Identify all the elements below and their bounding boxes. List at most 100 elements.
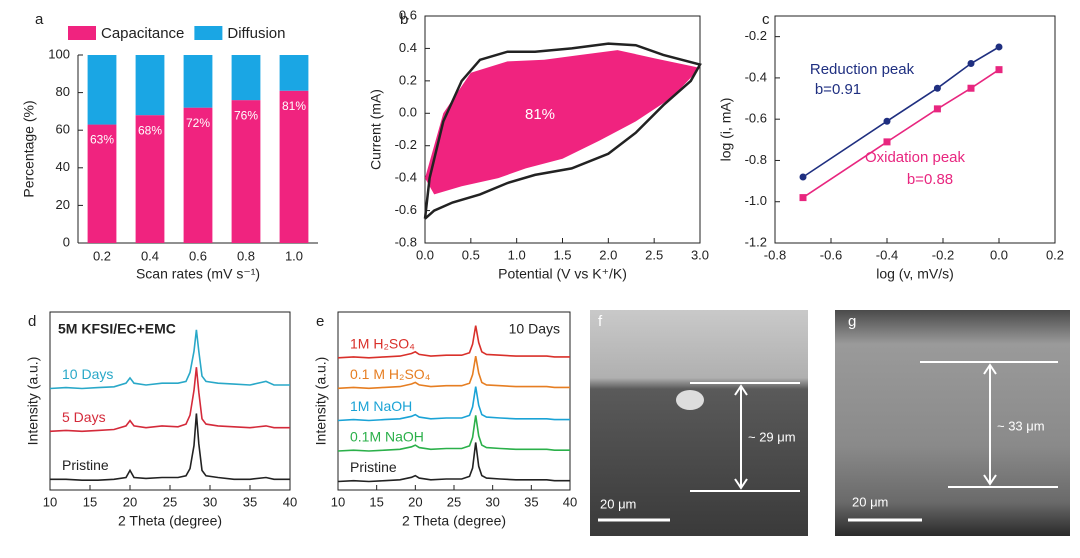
series-label: 0.1 M H₂SO₄ — [350, 366, 431, 382]
panel-label: g — [848, 313, 856, 330]
y-tick-label: -0.2 — [745, 28, 767, 43]
x-tick-label: -0.2 — [932, 247, 954, 262]
y-tick-label: -0.4 — [745, 69, 767, 84]
annotation: b=0.88 — [907, 171, 953, 188]
line — [337, 442, 570, 483]
value-label: 72% — [186, 116, 210, 130]
x-tick-label: 0.2 — [93, 248, 111, 263]
marker — [995, 66, 1003, 74]
series-label: 5 Days — [62, 409, 106, 425]
annotation: 81% — [525, 106, 555, 123]
value-label: 63% — [90, 133, 114, 147]
line — [337, 355, 570, 390]
thickness-label: ~ 33 μm — [997, 418, 1045, 433]
legend-label: Diffusion — [227, 25, 285, 42]
x-tick-label: 0.2 — [1046, 247, 1064, 262]
y-tick-label: 0.0 — [399, 105, 417, 120]
y-tick-label: 40 — [56, 159, 70, 174]
x-tick-label: 35 — [524, 494, 538, 509]
y-axis-label: Intensity (a.u.) — [313, 357, 329, 446]
x-tick-label: 0.0 — [416, 247, 434, 262]
sem-photo — [835, 310, 1070, 536]
series-label: Pristine — [350, 459, 397, 475]
bar — [87, 55, 117, 125]
x-tick-label: 25 — [163, 494, 177, 509]
series-label: 1M NaOH — [350, 398, 412, 414]
y-tick-label: -1.0 — [745, 193, 767, 208]
panel-label: a — [35, 11, 44, 28]
series-label: 0.1M NaOH — [350, 429, 424, 445]
x-tick-label: 10 — [331, 494, 345, 509]
x-tick-label: 35 — [243, 494, 257, 509]
panel-label: d — [28, 313, 36, 330]
y-tick-label: 0.4 — [399, 40, 417, 55]
x-axis-label: Scan rates (mV s⁻¹) — [136, 266, 260, 282]
arrow-head — [734, 384, 748, 490]
y-tick-label: -0.8 — [395, 234, 417, 249]
x-tick-label: 0.8 — [237, 248, 255, 263]
marker — [883, 138, 891, 146]
marker — [883, 117, 891, 125]
marker — [933, 84, 941, 92]
panel-label: c — [762, 11, 770, 28]
y-tick-label: 60 — [56, 122, 70, 137]
x-axis-label: 2 Theta (degree) — [118, 513, 222, 529]
x-axis-label: 2 Theta (degree) — [402, 513, 506, 529]
x-axis-label: log (v, mV/s) — [876, 266, 954, 282]
sem-photo — [590, 310, 808, 536]
marker — [967, 59, 975, 67]
scale-label: 20 μm — [852, 494, 888, 509]
y-axis-label: Intensity (a.u.) — [25, 357, 41, 446]
x-tick-label: 0.6 — [189, 248, 207, 263]
x-tick-label: 30 — [485, 494, 499, 509]
bar — [231, 100, 261, 244]
line — [337, 415, 570, 452]
bar — [279, 90, 309, 243]
sem-image-g: g ~ 33 μm 20 μm — [835, 310, 1070, 536]
annotation: Oxidation peak — [865, 149, 966, 166]
subtitle: 10 Days — [509, 321, 560, 337]
line — [337, 386, 570, 422]
y-tick-label: 100 — [48, 46, 70, 61]
marker — [799, 194, 807, 202]
bar — [87, 124, 117, 243]
y-axis-label: Current (mA) — [368, 89, 384, 170]
y-tick-label: 0.2 — [399, 72, 417, 87]
thickness-label: ~ 29 μm — [748, 429, 796, 444]
x-tick-label: 0.4 — [141, 248, 159, 263]
x-tick-label: 40 — [283, 494, 297, 509]
y-tick-label: 0.6 — [399, 7, 417, 22]
y-tick-label: 0 — [63, 234, 70, 249]
bar — [231, 55, 261, 101]
x-tick-label: 25 — [447, 494, 461, 509]
line — [49, 329, 290, 390]
line — [50, 413, 290, 481]
bar — [183, 55, 213, 108]
marker — [799, 173, 807, 181]
marker — [933, 105, 941, 113]
y-axis-label: log (i, mA) — [718, 98, 734, 162]
y-tick-label: -1.2 — [745, 234, 767, 249]
scale-label: 20 μm — [600, 496, 636, 511]
legend-swatch — [68, 26, 96, 40]
marker — [967, 84, 975, 92]
annotation: b=0.91 — [815, 81, 861, 98]
x-tick-label: -0.8 — [764, 247, 786, 262]
line — [337, 325, 570, 359]
x-tick-label: 3.0 — [691, 247, 709, 262]
x-tick-label: 30 — [203, 494, 217, 509]
value-label: 76% — [234, 108, 258, 122]
y-tick-label: -0.2 — [395, 137, 417, 152]
x-tick-label: 15 — [369, 494, 383, 509]
line — [49, 367, 290, 433]
bar — [183, 107, 213, 243]
x-tick-label: -0.6 — [820, 247, 842, 262]
bar — [135, 115, 165, 243]
area — [425, 50, 700, 195]
y-tick-label: -0.4 — [395, 170, 417, 185]
panel-label: b — [400, 11, 408, 28]
value-label: 68% — [138, 123, 162, 137]
x-tick-label: 20 — [408, 494, 422, 509]
y-tick-label: -0.6 — [395, 202, 417, 217]
plot-frame — [774, 15, 1056, 244]
